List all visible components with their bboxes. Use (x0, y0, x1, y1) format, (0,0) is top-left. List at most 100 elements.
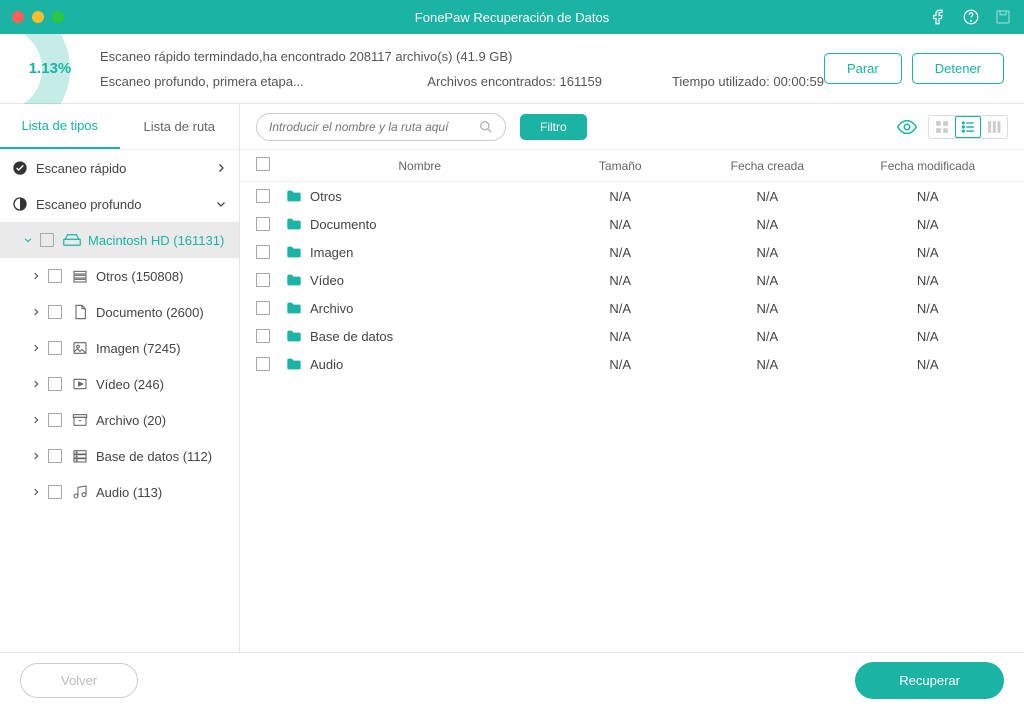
checkbox[interactable] (48, 485, 62, 499)
tree-item[interactable]: Vídeo (246) (0, 366, 239, 402)
tree-item-label: Documento (2600) (96, 305, 204, 320)
audio-icon (70, 484, 90, 500)
chevron-right-icon (28, 379, 44, 389)
checkbox[interactable] (256, 189, 270, 203)
chevron-right-icon (28, 343, 44, 353)
content: Filtro Nombre Tamaño Fecha creada Fecha … (240, 104, 1024, 652)
row-created: N/A (687, 217, 847, 232)
help-icon[interactable] (962, 8, 980, 26)
stop-button[interactable]: Detener (912, 53, 1004, 84)
tab-path-list[interactable]: Lista de ruta (120, 104, 240, 149)
chevron-down-icon (213, 198, 229, 210)
pause-button[interactable]: Parar (824, 53, 902, 84)
view-grid[interactable] (929, 116, 955, 138)
tab-type-list[interactable]: Lista de tipos (0, 104, 120, 149)
select-all-checkbox[interactable] (256, 157, 270, 171)
folder-stack-icon (70, 268, 90, 284)
row-name: Documento (310, 217, 376, 232)
row-modified: N/A (848, 217, 1008, 232)
tree: Escaneo rápido Escaneo profundo Macintos… (0, 150, 239, 652)
recover-button[interactable]: Recuperar (855, 662, 1004, 699)
checkbox[interactable] (256, 273, 270, 287)
tree-item[interactable]: Documento (2600) (0, 294, 239, 330)
row-created: N/A (687, 189, 847, 204)
back-button[interactable]: Volver (20, 663, 138, 698)
check-icon (10, 160, 30, 176)
checkbox[interactable] (48, 269, 62, 283)
table-row[interactable]: OtrosN/AN/AN/A (240, 182, 1024, 210)
checkbox[interactable] (48, 377, 62, 391)
view-list[interactable] (955, 116, 981, 138)
table-row[interactable]: VídeoN/AN/AN/A (240, 266, 1024, 294)
chevron-right-icon (28, 487, 44, 497)
table-row[interactable]: Base de datosN/AN/AN/A (240, 322, 1024, 350)
db-icon (70, 448, 90, 464)
archive-icon (70, 412, 90, 428)
checkbox[interactable] (256, 217, 270, 231)
table-row[interactable]: ImagenN/AN/AN/A (240, 238, 1024, 266)
tree-item[interactable]: Archivo (20) (0, 402, 239, 438)
image-icon (70, 340, 90, 356)
tree-item[interactable]: Imagen (7245) (0, 330, 239, 366)
row-size: N/A (553, 217, 687, 232)
tree-quick-scan[interactable]: Escaneo rápido (0, 150, 239, 186)
row-name: Archivo (310, 301, 353, 316)
status-line2: Escaneo profundo, primera etapa... (100, 74, 304, 89)
status-bar: 1.13% Escaneo rápido termindado,ha encon… (0, 34, 1024, 104)
row-name: Audio (310, 357, 343, 372)
tree-item-label: Base de datos (112) (96, 449, 212, 464)
col-size[interactable]: Tamaño (553, 159, 687, 173)
tree-item-label: Audio (113) (96, 485, 162, 500)
row-modified: N/A (848, 301, 1008, 316)
tree-item[interactable]: Otros (150808) (0, 258, 239, 294)
maximize-window[interactable] (52, 11, 64, 23)
row-created: N/A (687, 301, 847, 316)
tree-item-label: Imagen (7245) (96, 341, 181, 356)
close-window[interactable] (12, 11, 24, 23)
table-row[interactable]: AudioN/AN/AN/A (240, 350, 1024, 378)
tree-disk[interactable]: Macintosh HD (161131) (0, 222, 239, 258)
chevron-right-icon (28, 307, 44, 317)
table-row[interactable]: ArchivoN/AN/AN/A (240, 294, 1024, 322)
view-columns[interactable] (981, 116, 1007, 138)
row-size: N/A (553, 301, 687, 316)
filter-button[interactable]: Filtro (520, 114, 587, 140)
col-created[interactable]: Fecha creada (687, 159, 847, 173)
search-input[interactable] (269, 120, 479, 134)
toolbar: Filtro (240, 104, 1024, 150)
col-modified[interactable]: Fecha modificada (848, 159, 1008, 173)
checkbox[interactable] (256, 357, 270, 371)
row-modified: N/A (848, 245, 1008, 260)
search-box[interactable] (256, 113, 506, 141)
save-icon[interactable] (994, 8, 1012, 26)
checkbox[interactable] (48, 341, 62, 355)
checkbox[interactable] (256, 329, 270, 343)
chevron-right-icon (28, 415, 44, 425)
row-modified: N/A (848, 357, 1008, 372)
chevron-right-icon (28, 451, 44, 461)
sidebar: Lista de tipos Lista de ruta Escaneo ráp… (0, 104, 240, 652)
checkbox[interactable] (256, 301, 270, 315)
checkbox[interactable] (48, 413, 62, 427)
row-size: N/A (553, 189, 687, 204)
titlebar: FonePaw Recuperación de Datos (0, 0, 1024, 34)
row-name: Imagen (310, 245, 353, 260)
row-name: Base de datos (310, 329, 393, 344)
col-name[interactable]: Nombre (286, 159, 553, 173)
tree-item-label: Archivo (20) (96, 413, 166, 428)
video-icon (70, 376, 90, 392)
facebook-icon[interactable] (930, 8, 948, 26)
checkbox[interactable] (40, 233, 54, 247)
table-row[interactable]: DocumentoN/AN/AN/A (240, 210, 1024, 238)
minimize-window[interactable] (32, 11, 44, 23)
search-icon (479, 120, 493, 134)
checkbox[interactable] (256, 245, 270, 259)
eye-icon[interactable] (896, 116, 918, 138)
row-size: N/A (553, 329, 687, 344)
tree-item[interactable]: Base de datos (112) (0, 438, 239, 474)
tree-item[interactable]: Audio (113) (0, 474, 239, 510)
folder-icon (286, 273, 302, 287)
checkbox[interactable] (48, 449, 62, 463)
checkbox[interactable] (48, 305, 62, 319)
tree-deep-scan[interactable]: Escaneo profundo (0, 186, 239, 222)
